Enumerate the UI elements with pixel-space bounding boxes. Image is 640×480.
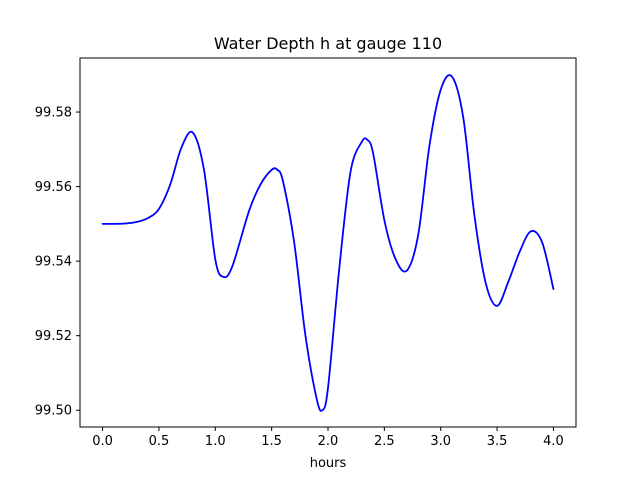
y-tick-label: 99.54 — [35, 255, 72, 270]
y-tick-label: 99.50 — [35, 404, 72, 419]
x-tick-label: 0.0 — [92, 434, 113, 449]
x-tick-label: 0.5 — [149, 434, 170, 449]
x-axis-label: hours — [310, 456, 347, 471]
x-axis: 0.0 0.5 1.0 1.5 2.0 2.5 3.0 3.5 4.0 — [92, 427, 564, 449]
series-line — [101, 74, 555, 412]
x-tick-label: 2.5 — [374, 434, 395, 449]
axes-frame — [79, 57, 577, 428]
x-tick-label: 3.5 — [487, 434, 508, 449]
y-tick-label: 99.56 — [35, 180, 72, 195]
x-tick-label: 1.5 — [261, 434, 282, 449]
chart-title: Water Depth h at gauge 110 — [214, 34, 442, 53]
x-tick-label: 3.0 — [430, 434, 451, 449]
x-tick-label: 2.0 — [318, 434, 339, 449]
y-axis: 99.50 99.52 99.54 99.56 99.58 — [35, 106, 80, 419]
x-tick-label: 1.0 — [205, 434, 226, 449]
y-tick-label: 99.52 — [35, 329, 72, 344]
y-tick-label: 99.58 — [35, 106, 72, 121]
x-tick-label: 4.0 — [543, 434, 564, 449]
